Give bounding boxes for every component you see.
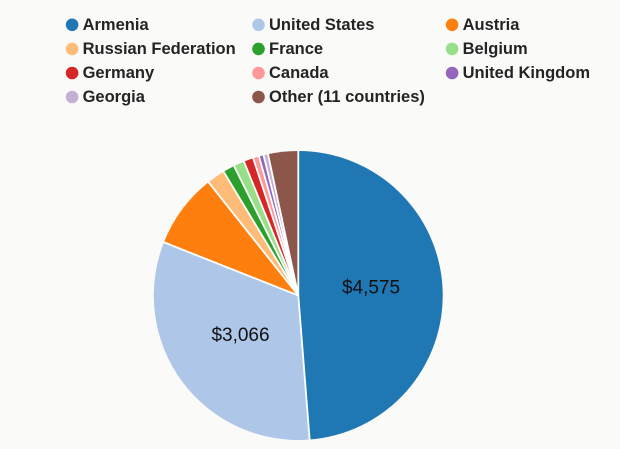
svg-text:$3,066: $3,066 (211, 325, 269, 346)
svg-text:Germany: Germany (83, 64, 155, 82)
svg-text:Armenia: Armenia (83, 16, 150, 34)
svg-text:Other (11 countries): Other (11 countries) (269, 88, 425, 106)
svg-text:Georgia: Georgia (83, 88, 146, 106)
svg-text:Austria: Austria (463, 16, 521, 34)
svg-text:United States: United States (269, 16, 374, 34)
svg-text:$4,575: $4,575 (342, 278, 400, 299)
svg-text:France: France (269, 40, 323, 58)
svg-text:Russian Federation: Russian Federation (83, 40, 236, 58)
svg-text:Belgium: Belgium (463, 40, 528, 58)
svg-text:Canada: Canada (269, 64, 329, 82)
svg-text:United Kingdom: United Kingdom (463, 64, 590, 82)
